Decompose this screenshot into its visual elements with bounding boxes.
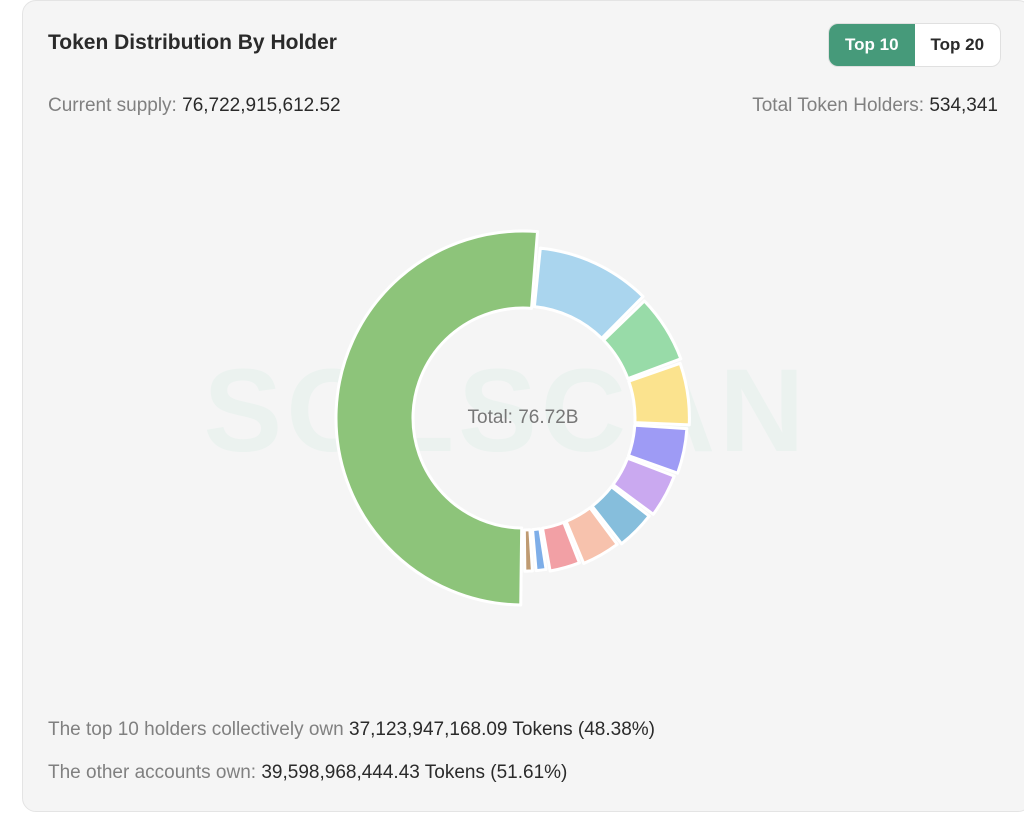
donut-slice-7[interactable] — [590, 485, 651, 546]
other-accounts-summary: The other accounts own: 39,598,968,444.4… — [48, 762, 567, 784]
solscan-watermark: SOLSCAN — [203, 345, 809, 477]
donut-center-label: Total: 76.72B — [468, 407, 579, 428]
donut-slice-9[interactable] — [541, 520, 581, 573]
token-distribution-card: Token Distribution By Holder Top 10 Top … — [22, 0, 1024, 812]
donut-slice-10[interactable] — [531, 527, 548, 573]
total-holders: Total Token Holders: 534,341 — [752, 95, 998, 117]
current-supply-label: Current supply: — [48, 95, 177, 116]
current-supply-value: 76,722,915,612.52 — [182, 95, 341, 116]
current-supply: Current supply: 76,722,915,612.52 — [48, 95, 341, 117]
top-holders-summary-label: The top 10 holders collectively own — [48, 719, 344, 740]
top-holders-toggle: Top 10 Top 20 — [828, 23, 1002, 67]
top-10-button[interactable]: Top 10 — [829, 24, 915, 66]
total-holders-label: Total Token Holders: — [752, 95, 925, 116]
other-accounts-summary-label: The other accounts own: — [48, 762, 257, 783]
total-holders-value: 534,341 — [929, 95, 998, 116]
donut-slice-2[interactable] — [532, 246, 645, 340]
donut-slice-3[interactable] — [602, 299, 683, 381]
top-holders-summary: The top 10 holders collectively own 37,1… — [48, 719, 655, 741]
card-title: Token Distribution By Holder — [48, 31, 337, 54]
other-accounts-summary-value: 39,598,968,444.43 Tokens (51.61%) — [261, 762, 568, 783]
top-holders-summary-value: 37,123,947,168.09 Tokens (48.38%) — [349, 719, 655, 740]
donut-slice-1[interactable] — [334, 229, 540, 607]
donut-slice-11[interactable] — [522, 528, 534, 573]
donut-slice-5[interactable] — [626, 423, 689, 475]
donut-slice-4[interactable] — [627, 361, 691, 427]
top-20-button[interactable]: Top 20 — [930, 35, 985, 54]
donut-slices — [334, 229, 691, 607]
donut-slice-6[interactable] — [611, 456, 676, 516]
donut-slice-8[interactable] — [564, 506, 619, 565]
